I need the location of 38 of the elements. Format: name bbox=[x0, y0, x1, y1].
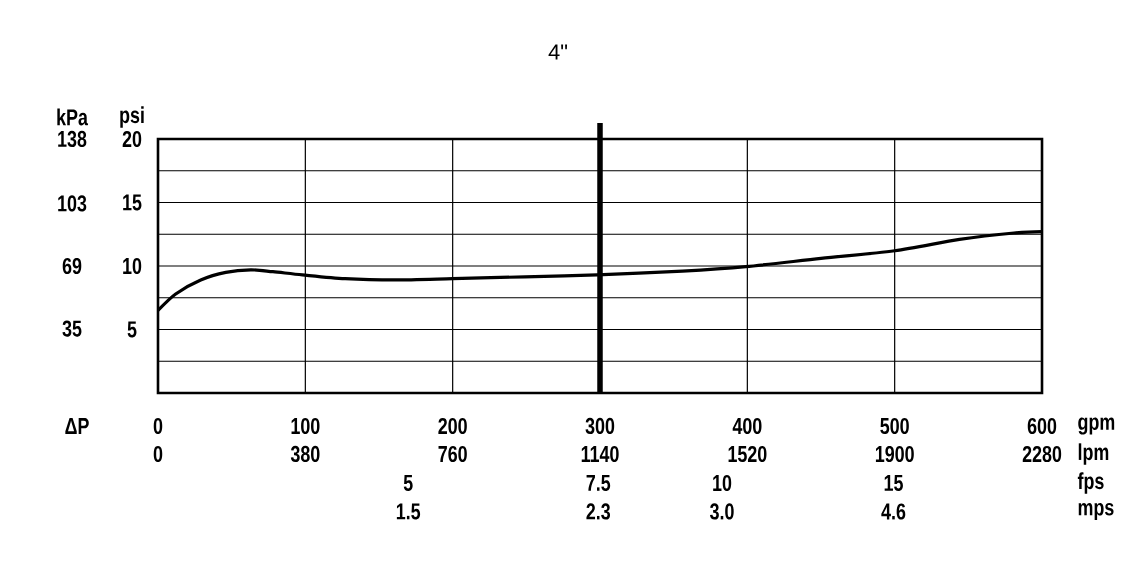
x2-tick-label: 2280 bbox=[1022, 445, 1062, 463]
y2-tick-label: 69 bbox=[62, 257, 82, 275]
x2-tick-label: 1140 bbox=[581, 445, 619, 463]
x-tick-label: 200 bbox=[438, 417, 467, 435]
y-tick-label: 15 bbox=[123, 194, 142, 211]
text: 4.6 bbox=[881, 503, 906, 520]
text: 1.5 bbox=[396, 503, 421, 520]
text: 15 bbox=[884, 475, 903, 491]
text: 7.5 bbox=[586, 475, 611, 491]
y2-tick-label: 35 bbox=[62, 320, 82, 337]
text: 2.3 bbox=[586, 503, 611, 520]
y-tick-label: 20 bbox=[122, 130, 142, 148]
text: ΔP bbox=[65, 418, 89, 434]
x2-tick-label: 760 bbox=[438, 445, 467, 463]
chart-title: 4" bbox=[548, 44, 568, 60]
text: 3.0 bbox=[709, 503, 734, 520]
text: fps bbox=[1077, 472, 1104, 494]
x-tick-label: 400 bbox=[732, 417, 762, 435]
x2-tick-label: 1520 bbox=[728, 445, 767, 463]
x-tick-label: 100 bbox=[291, 417, 320, 435]
x-axis-title: gpm bbox=[1078, 417, 1115, 435]
x2-axis-title: lpm bbox=[1078, 443, 1109, 465]
y2-axis-title: kPa bbox=[57, 108, 89, 126]
y-tick-label: 10 bbox=[123, 257, 142, 275]
x2-tick-label: 380 bbox=[290, 445, 320, 463]
y-axis-title: psi bbox=[120, 106, 144, 128]
text: 5 bbox=[403, 475, 413, 491]
y2-tick-label: 103 bbox=[58, 195, 87, 212]
x-tick-label: 0 bbox=[153, 417, 163, 435]
x2-tick-label: 0 bbox=[153, 445, 163, 463]
y2-tick-label: 138 bbox=[58, 130, 87, 148]
x-tick-label: 300 bbox=[585, 417, 615, 435]
x2-tick-label: 1900 bbox=[875, 445, 914, 463]
x-tick-label: 600 bbox=[1027, 417, 1057, 435]
text: mps bbox=[1078, 502, 1114, 521]
y-tick-label: 5 bbox=[127, 321, 137, 338]
text: 10 bbox=[713, 474, 732, 492]
x-tick-label: 500 bbox=[880, 417, 909, 435]
